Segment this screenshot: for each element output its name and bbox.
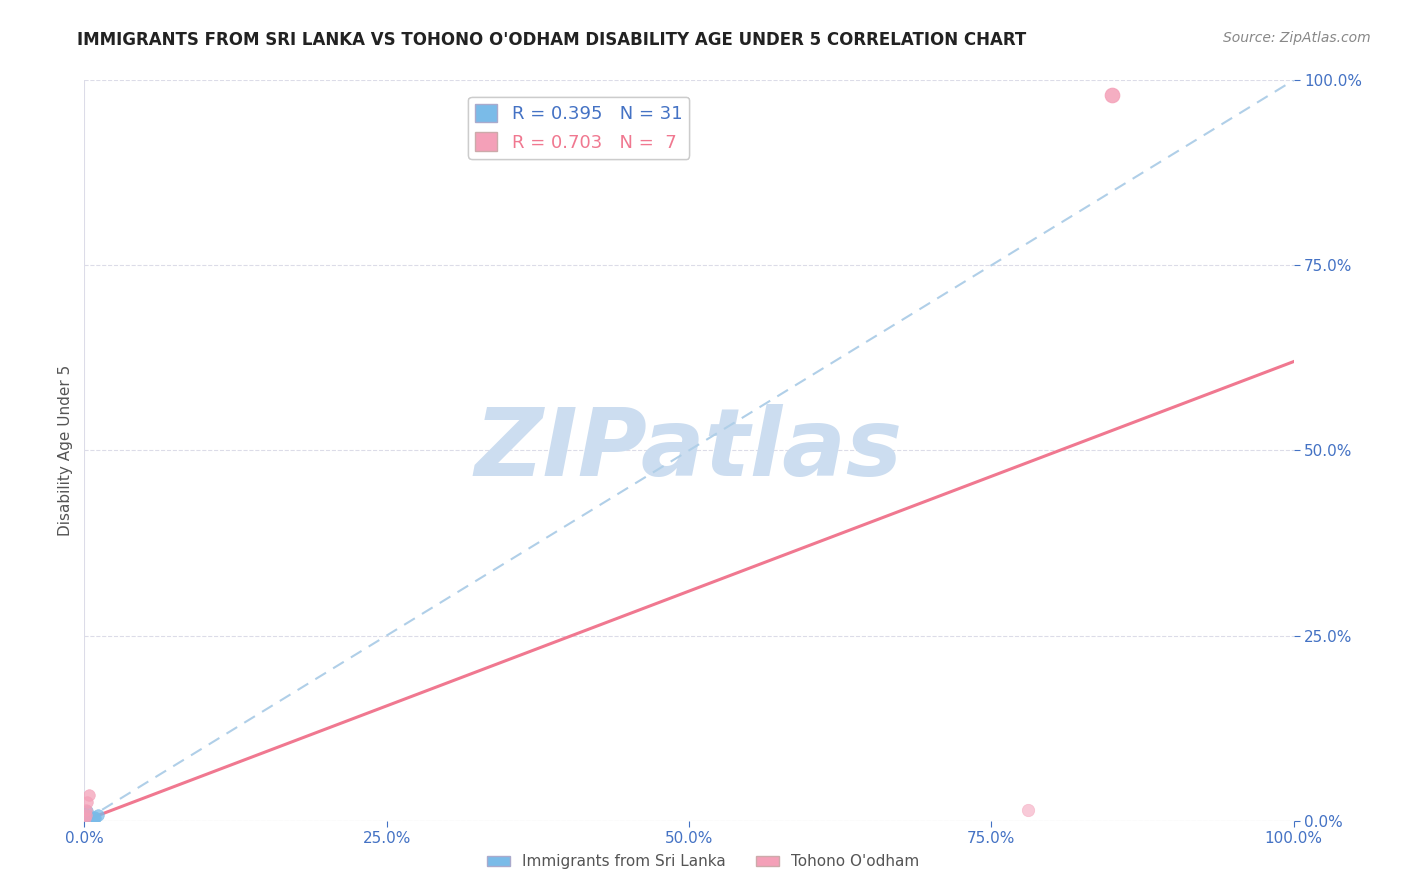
Point xyxy=(73,814,96,828)
Legend: Immigrants from Sri Lanka, Tohono O'odham: Immigrants from Sri Lanka, Tohono O'odha… xyxy=(481,848,925,875)
Point xyxy=(82,812,104,826)
Point xyxy=(76,812,98,826)
Point xyxy=(75,803,97,817)
Point xyxy=(73,812,96,826)
Point xyxy=(75,807,97,822)
Point xyxy=(76,795,98,809)
Point xyxy=(76,809,98,823)
Point xyxy=(76,805,98,819)
Text: Source: ZipAtlas.com: Source: ZipAtlas.com xyxy=(1223,31,1371,45)
Point xyxy=(76,812,98,826)
Point xyxy=(75,810,97,824)
Point xyxy=(75,812,97,826)
Point xyxy=(83,810,105,824)
Point xyxy=(82,814,104,828)
Point xyxy=(79,812,101,826)
Point xyxy=(77,788,100,802)
Point xyxy=(76,813,98,827)
Y-axis label: Disability Age Under 5: Disability Age Under 5 xyxy=(58,365,73,536)
Point xyxy=(76,812,98,826)
Point xyxy=(77,810,100,824)
Point xyxy=(75,812,97,826)
Point xyxy=(84,811,107,825)
Point xyxy=(79,810,101,824)
Point xyxy=(75,810,97,824)
Point xyxy=(79,812,101,826)
Point xyxy=(77,812,100,826)
Point xyxy=(1101,88,1123,103)
Legend: R = 0.395   N = 31, R = 0.703   N =  7: R = 0.395 N = 31, R = 0.703 N = 7 xyxy=(468,96,689,159)
Text: IMMIGRANTS FROM SRI LANKA VS TOHONO O'ODHAM DISABILITY AGE UNDER 5 CORRELATION C: IMMIGRANTS FROM SRI LANKA VS TOHONO O'OD… xyxy=(77,31,1026,49)
Point xyxy=(75,806,97,821)
Point xyxy=(73,812,96,826)
Point xyxy=(73,812,96,826)
Text: ZIPatlas: ZIPatlas xyxy=(475,404,903,497)
Point xyxy=(73,811,96,825)
Point xyxy=(1017,803,1039,817)
Point xyxy=(77,813,100,827)
Point xyxy=(76,813,98,827)
Point xyxy=(75,812,97,826)
Point xyxy=(76,810,98,824)
Point xyxy=(75,813,97,827)
Point xyxy=(73,812,96,826)
Point xyxy=(87,808,110,822)
